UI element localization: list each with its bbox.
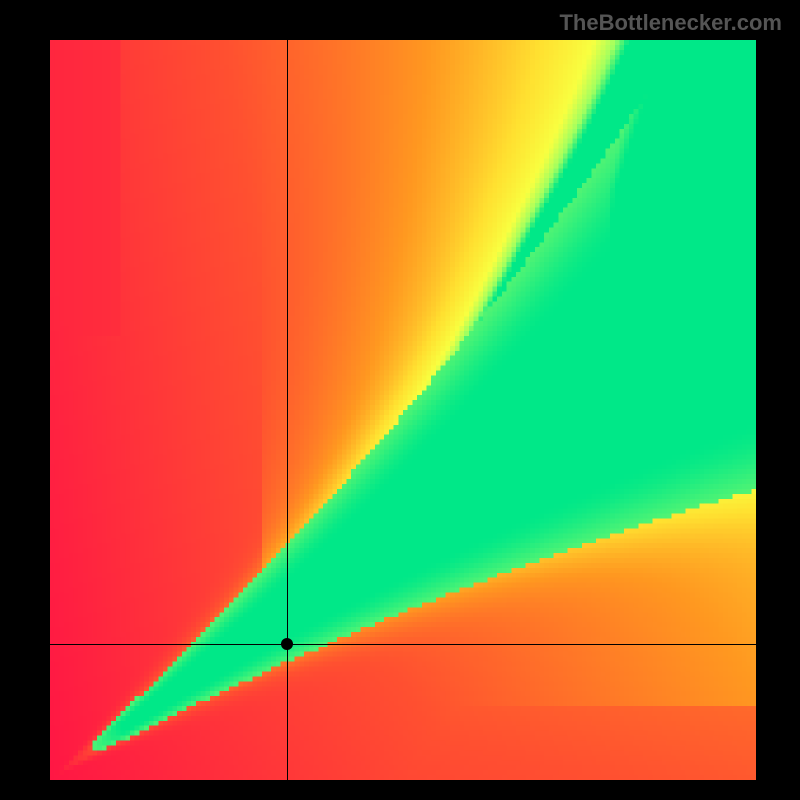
heatmap-plot [50,40,756,780]
watermark: TheBottlenecker.com [559,10,782,36]
heatmap-canvas [50,40,756,780]
crosshair-vertical [287,40,288,780]
crosshair-marker [281,638,293,650]
crosshair-horizontal [50,644,756,645]
